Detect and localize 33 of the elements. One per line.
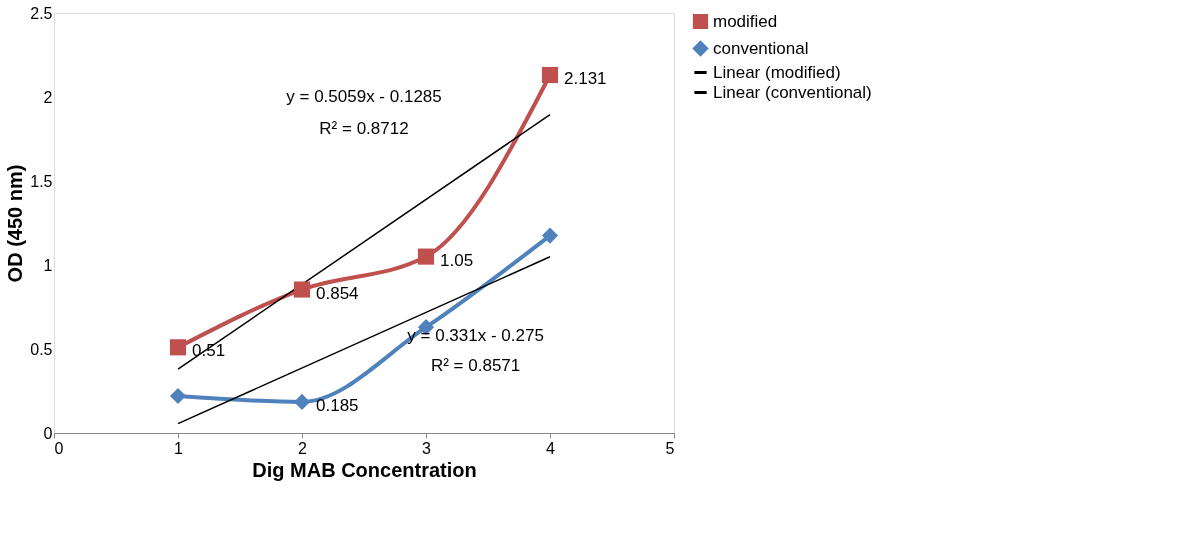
data-label: 0.854 xyxy=(316,283,359,303)
point xyxy=(541,227,559,244)
point xyxy=(541,66,559,84)
y-tick-label: 0.5 xyxy=(30,340,53,358)
y-tick-label: 2 xyxy=(43,88,53,106)
data-label: 2.131 xyxy=(564,68,607,88)
x-tick-label: 1 xyxy=(174,439,184,457)
data-label: 0.185 xyxy=(316,395,359,415)
x-tick-label: 2 xyxy=(298,439,308,457)
legend-label: Linear (conventional) xyxy=(713,82,872,102)
y-axis-title: OD (450 nm) xyxy=(4,164,27,283)
y-tick-label: 2.5 xyxy=(30,4,53,22)
annotation: y = 0.5059x - 0.1285 xyxy=(286,87,442,106)
legend-label: modified xyxy=(713,11,778,31)
x-tick-label: 0 xyxy=(54,439,64,457)
y-tick-label: 0 xyxy=(43,424,53,442)
annotation: y = 0.331x - 0.275 xyxy=(407,326,544,346)
x-tick-label: 5 xyxy=(665,439,675,457)
x-tick-label: 4 xyxy=(546,439,556,457)
y-tick-label: 1.5 xyxy=(30,172,53,190)
x-tick-label: 3 xyxy=(422,439,432,457)
annotation: R² = 0.8571 xyxy=(430,355,521,375)
annotation: R² = 0.8712 xyxy=(319,118,409,138)
point xyxy=(293,393,311,410)
x-axis-title: Dig MAB Concentration xyxy=(252,458,477,481)
data-label: 1.05 xyxy=(440,250,474,270)
point xyxy=(169,339,187,356)
point xyxy=(169,387,187,405)
legend-label: conventional xyxy=(713,38,809,58)
point xyxy=(293,281,311,298)
y-tick-label: 1 xyxy=(43,256,53,274)
point xyxy=(417,248,435,265)
legend-label: Linear (modified) xyxy=(713,62,841,82)
